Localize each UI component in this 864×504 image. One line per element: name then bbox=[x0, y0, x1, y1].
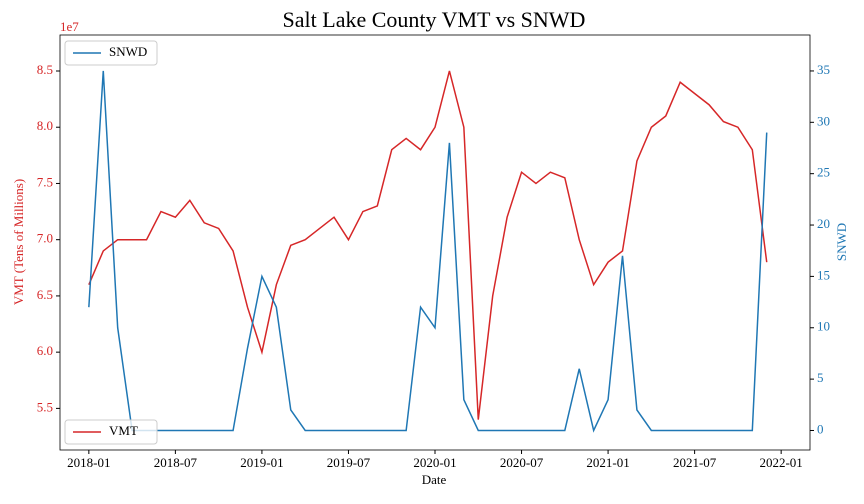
y-axis-label: VMT (Tens of Millions) bbox=[11, 179, 26, 305]
x-tick-label: 2019-01 bbox=[240, 455, 283, 470]
y-tick-label: 7.5 bbox=[37, 174, 53, 189]
series-line bbox=[88, 70, 768, 433]
y-tick-label: 6.5 bbox=[37, 287, 53, 302]
legend-box bbox=[64, 40, 158, 66]
y-tick-label: 6.0 bbox=[37, 343, 53, 358]
series-line bbox=[88, 70, 768, 420]
y-tick-label: 8.5 bbox=[37, 62, 53, 77]
x-tick-label: 2022-01 bbox=[759, 455, 802, 470]
x-tick-label: 2020-07 bbox=[500, 455, 544, 470]
y-tick-label: 7.0 bbox=[37, 231, 53, 246]
x-tick-label: 2018-07 bbox=[154, 455, 198, 470]
legend-box bbox=[64, 419, 158, 445]
y2-tick-label: 35 bbox=[817, 62, 830, 77]
y2-tick-label: 20 bbox=[817, 216, 830, 231]
legend-label: VMT bbox=[109, 423, 138, 438]
x-tick-label: 2020-01 bbox=[413, 455, 456, 470]
x-axis-label: Date bbox=[422, 472, 447, 487]
y2-tick-label: 10 bbox=[817, 319, 830, 334]
y2-tick-label: 0 bbox=[817, 421, 824, 436]
x-tick-label: 2019-07 bbox=[327, 455, 371, 470]
y2-tick-label: 5 bbox=[817, 370, 824, 385]
chart-title: Salt Lake County VMT vs SNWD bbox=[283, 7, 586, 32]
y2-tick-label: 25 bbox=[817, 165, 830, 180]
y2-tick-label: 15 bbox=[817, 267, 830, 282]
y-tick-label: 5.5 bbox=[37, 399, 53, 414]
x-tick-label: 2021-07 bbox=[673, 455, 717, 470]
y-offset-label: 1e7 bbox=[60, 19, 79, 34]
y-tick-label: 8.0 bbox=[37, 118, 53, 133]
x-tick-label: 2021-01 bbox=[586, 455, 629, 470]
y2-tick-label: 30 bbox=[817, 113, 830, 128]
legend-label: SNWD bbox=[109, 44, 147, 59]
y2-axis-label: SNWD bbox=[834, 223, 849, 261]
x-tick-label: 2018-01 bbox=[67, 455, 110, 470]
